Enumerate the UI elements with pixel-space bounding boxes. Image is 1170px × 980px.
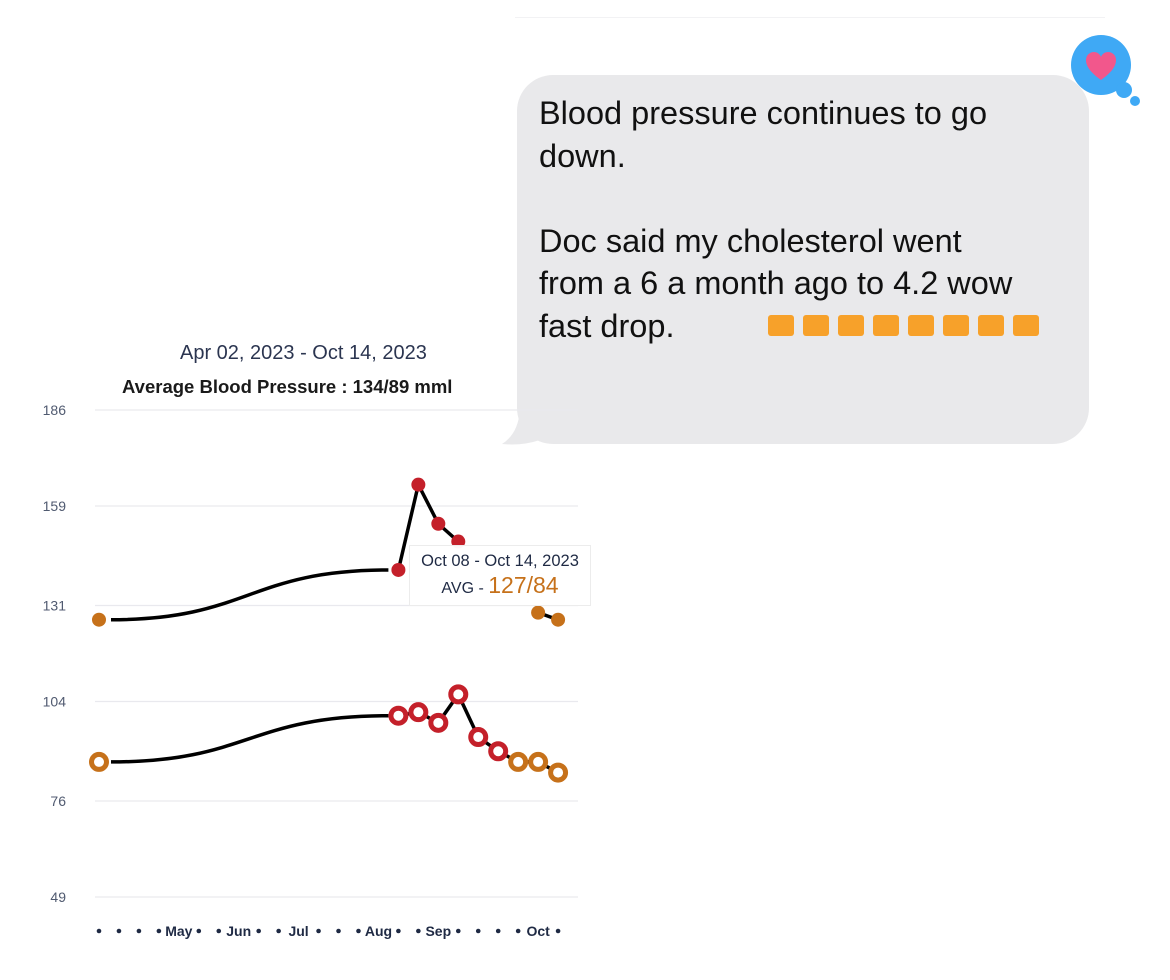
diastolic-point [448,684,469,705]
redaction-block [873,315,899,336]
systolic-point [411,477,426,492]
redaction-block [803,315,829,336]
diastolic-point [468,727,489,748]
diastolic-point [488,741,509,762]
diastolic-point [508,751,529,772]
y-tick-label: 49 [50,889,66,905]
chart-average-label: Average Blood Pressure : 134/89 mml [122,376,453,397]
message-bubble[interactable] [517,75,1089,444]
tooltip-average: AVG - 127/84 [410,572,590,599]
tapback-heart[interactable] [1064,28,1144,108]
systolic-point [431,516,446,531]
chart-tooltip: Oct 08 - Oct 14, 2023 AVG - 127/84 [409,545,591,606]
series-segment-systolic [416,483,440,525]
tapback-tail-dot-small [1130,96,1140,106]
tooltip-avg-label: AVG - [441,580,489,597]
x-week-tick [515,928,521,934]
redacted-text [768,315,1039,336]
message-text: Blood pressure continues to go down. Doc… [539,95,1013,344]
redaction-block [838,315,864,336]
x-week-tick [256,928,261,934]
diastolic-point [388,705,409,726]
redaction-block [1013,315,1039,336]
x-week-tick [276,928,281,934]
x-week-tick [156,928,162,934]
systolic-point [531,605,546,620]
diastolic-point [89,751,109,772]
tapback-tail-dot [1116,82,1132,98]
x-week-tick [136,928,142,934]
x-week-tick [396,928,401,934]
x-month-label: Jul [288,923,308,939]
top-divider [515,17,1105,18]
diastolic-point [548,762,569,783]
redaction-block [943,315,969,336]
redaction-block [978,315,1004,336]
x-month-label: Jun [226,923,251,939]
x-week-tick [216,928,222,934]
diastolic-point [428,712,449,733]
systolic-point [391,562,406,577]
x-week-tick [475,928,481,934]
tooltip-date-range: Oct 08 - Oct 14, 2023 [421,552,579,570]
systolic-point [551,612,566,627]
x-week-tick [455,928,461,934]
diastolic-point [408,702,429,723]
redaction-block [768,315,794,336]
x-week-tick [555,928,561,934]
x-week-tick [356,928,361,934]
x-week-tick [196,928,202,934]
x-month-label: Aug [365,923,392,939]
series-segment-systolic [396,484,421,571]
x-week-tick [116,928,122,934]
chart-date-range: Apr 02, 2023 - Oct 14, 2023 [180,342,427,364]
y-tick-label: 159 [43,498,67,514]
redaction-block [908,315,934,336]
x-week-tick [336,928,341,934]
systolic-point [92,612,106,627]
x-week-tick [316,928,321,934]
tooltip-avg-value: 127/84 [488,572,559,598]
x-week-tick [416,928,421,934]
series-line-diastolic [110,713,389,764]
y-tick-label: 131 [43,598,67,614]
bubble-tail [502,400,540,445]
heart-icon [1086,52,1116,80]
x-month-label: May [165,923,192,939]
diastolic-point [528,751,549,772]
x-month-label: Sep [425,923,451,939]
y-tick-label: 104 [43,693,67,709]
blood-pressure-chart: 186 159 131 104 76 49 May Jun Jul Aug Sep Oct [43,402,578,939]
series-line-systolic [110,568,389,622]
y-tick-label: 186 [43,402,67,418]
x-week-tick [96,928,102,934]
y-tick-label: 76 [50,793,66,809]
x-week-tick [495,928,501,934]
x-month-label: Oct [526,923,550,939]
